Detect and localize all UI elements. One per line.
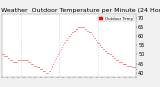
Title: Milwaukee Weather  Outdoor Temperature per Minute (24 Hours): Milwaukee Weather Outdoor Temperature pe… xyxy=(0,8,160,13)
Legend: Outdoor Temp: Outdoor Temp xyxy=(98,16,134,21)
